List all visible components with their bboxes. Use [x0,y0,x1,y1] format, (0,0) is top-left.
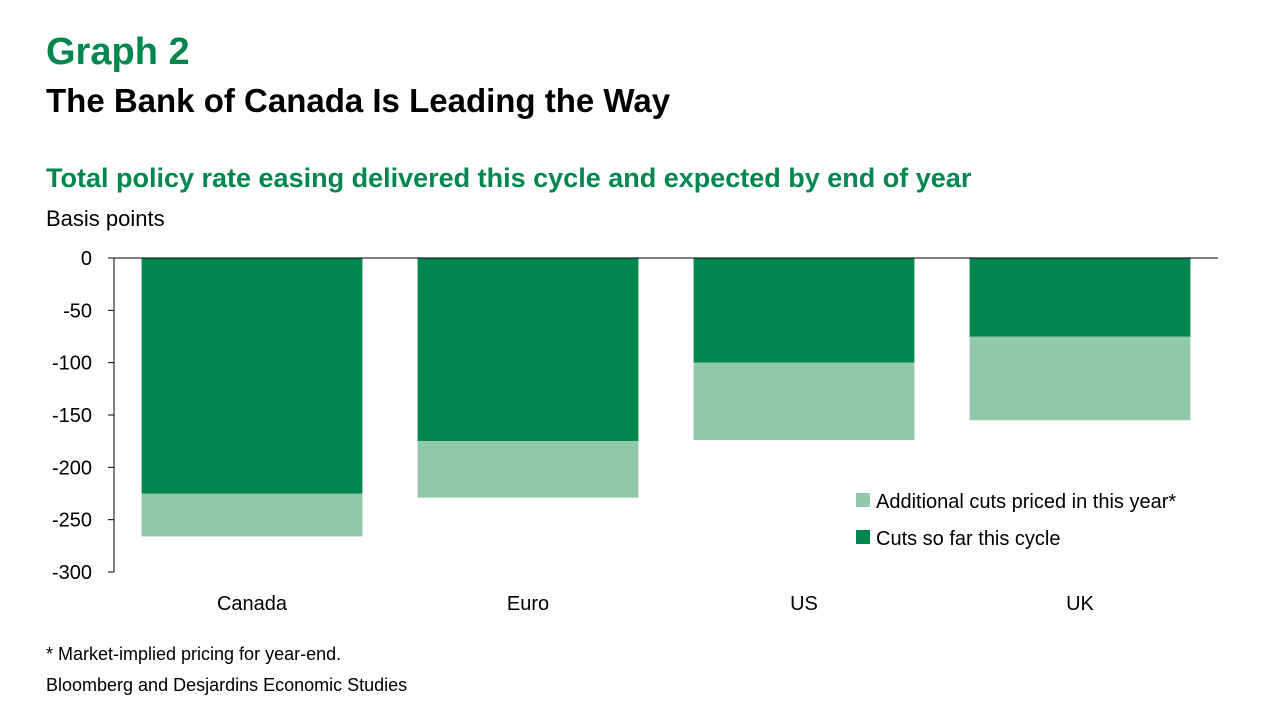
x-tick-label: UK [1066,593,1094,615]
legend-label: Cuts so far this cycle [876,528,1061,550]
x-tick-label: US [790,593,818,615]
bar-us-cuts-so-far [693,258,915,363]
y-tick-label: -200 [52,457,92,479]
y-tick-label: -300 [52,562,92,584]
y-tick-label: -250 [52,510,92,532]
y-tick-label: 0 [81,248,92,270]
bar-euro-additional-cuts [417,441,639,498]
legend-label: Additional cuts priced in this year* [876,491,1176,513]
bar-us-additional-cuts [693,362,915,441]
chart-title: The Bank of Canada Is Leading the Way [46,82,671,119]
bar-canada-cuts-so-far [141,258,363,494]
legend-swatch [856,493,870,507]
bar-canada-additional-cuts [141,493,363,537]
graph-label: Graph 2 [46,31,190,73]
legend-swatch [856,530,870,544]
y-axis-unit-label: Basis points [46,206,165,231]
y-tick-label: -150 [52,405,92,427]
y-tick-label: -100 [52,353,92,375]
bar-uk-additional-cuts [969,336,1191,421]
chart-subtitle: Total policy rate easing delivered this … [46,163,972,193]
y-tick-label: -50 [63,300,92,322]
footnote: * Market-implied pricing for year-end. [46,644,342,664]
source-note: Bloomberg and Desjardins Economic Studie… [46,675,408,695]
bar-euro-cuts-so-far [417,258,639,442]
x-tick-label: Canada [217,593,288,615]
bar-uk-cuts-so-far [969,258,1191,337]
x-tick-label: Euro [507,593,549,615]
